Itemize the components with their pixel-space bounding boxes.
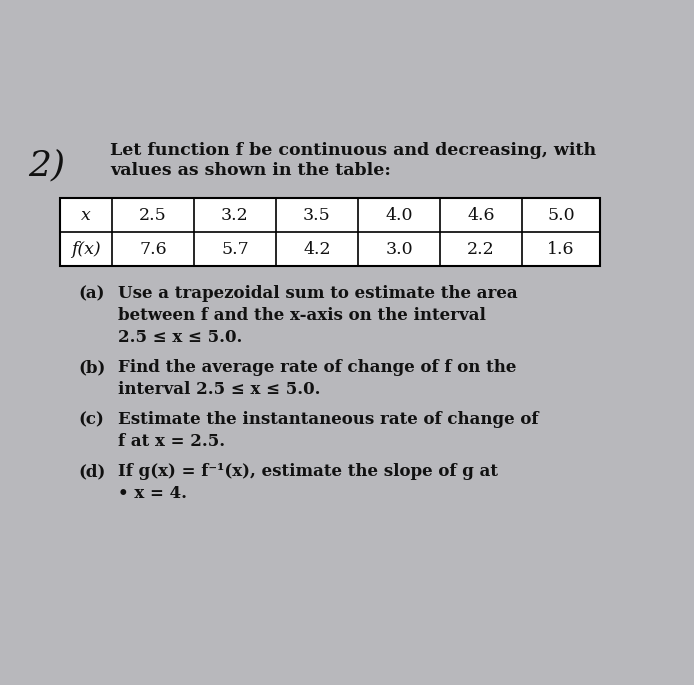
Text: 3.0: 3.0 (385, 240, 413, 258)
Text: 4.6: 4.6 (467, 206, 495, 223)
Text: 5.7: 5.7 (221, 240, 249, 258)
Text: x: x (81, 206, 91, 223)
Text: 2.5 ≤ x ≤ 5.0.: 2.5 ≤ x ≤ 5.0. (118, 329, 242, 346)
Text: (b): (b) (78, 359, 105, 376)
Text: 2.5: 2.5 (139, 206, 167, 223)
Text: Use a trapezoidal sum to estimate the area: Use a trapezoidal sum to estimate the ar… (118, 285, 518, 302)
Text: 2.2: 2.2 (467, 240, 495, 258)
Text: 3.2: 3.2 (221, 206, 249, 223)
Text: Find the average rate of change of f on the: Find the average rate of change of f on … (118, 359, 516, 376)
Text: 2): 2) (28, 148, 65, 182)
Text: values as shown in the table:: values as shown in the table: (110, 162, 391, 179)
Text: 4.2: 4.2 (303, 240, 331, 258)
Text: 5.0: 5.0 (547, 206, 575, 223)
Text: • x = 4.: • x = 4. (118, 485, 187, 502)
Text: Let function f be continuous and decreasing, with: Let function f be continuous and decreas… (110, 142, 596, 159)
Text: 7.6: 7.6 (139, 240, 167, 258)
Text: (c): (c) (78, 411, 104, 428)
Text: 3.5: 3.5 (303, 206, 331, 223)
Text: f(x): f(x) (71, 240, 101, 258)
Text: 1.6: 1.6 (548, 240, 575, 258)
Text: interval 2.5 ≤ x ≤ 5.0.: interval 2.5 ≤ x ≤ 5.0. (118, 381, 321, 398)
Text: (d): (d) (78, 463, 105, 480)
Text: 4.0: 4.0 (385, 206, 413, 223)
Text: between f and the x-axis on the interval: between f and the x-axis on the interval (118, 307, 486, 324)
Text: Estimate the instantaneous rate of change of: Estimate the instantaneous rate of chang… (118, 411, 539, 428)
Bar (60, 198, 600, 266)
Text: If g(x) = f⁻¹(x), estimate the slope of g at: If g(x) = f⁻¹(x), estimate the slope of … (118, 463, 498, 480)
Text: f at x = 2.5.: f at x = 2.5. (118, 433, 225, 450)
Text: (a): (a) (78, 285, 105, 302)
